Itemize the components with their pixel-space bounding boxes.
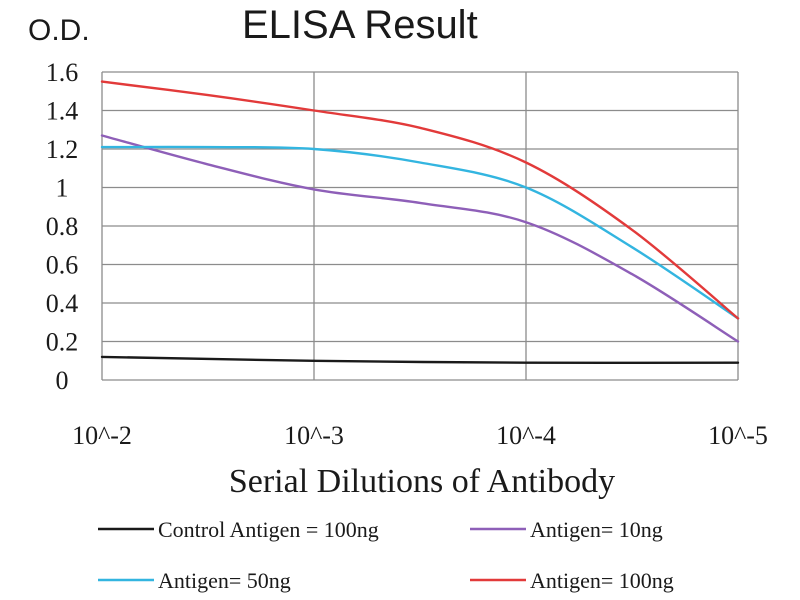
y-tick-label: 1.2: [46, 135, 79, 164]
series-line-2: [100, 145, 740, 320]
legend-label-1: Antigen= 10ng: [530, 517, 663, 542]
series-line-0: [100, 355, 740, 365]
y-tick-labels: 0 0.2 0.4 0.6 0.8 1 1.2 1.4 1.6: [46, 58, 79, 395]
y-tick-label: 0.6: [46, 251, 79, 280]
y-tick-label: 1.4: [46, 97, 79, 126]
legend-label-0: Control Antigen = 100ng: [158, 517, 379, 542]
y-tick-label: 0.4: [46, 289, 79, 318]
series-lines: [100, 80, 740, 365]
legend: Control Antigen = 100ng Antigen= 10ng Anti…: [98, 517, 674, 593]
x-tick-label: 10^-5: [708, 421, 768, 450]
x-tick-label: 10^-2: [72, 421, 132, 450]
y-tick-label: 0.8: [46, 212, 79, 241]
series-line-3: [100, 80, 740, 320]
y-tick-label: 0.2: [46, 328, 79, 357]
y-tick-label: 0: [56, 366, 69, 395]
legend-label-2: Antigen= 50ng: [158, 568, 291, 593]
series-line-1: [100, 134, 740, 343]
y-tick-label: 1: [56, 174, 69, 203]
x-axis-label: Serial Dilutions of Antibody: [229, 463, 615, 500]
grid: [101, 71, 739, 381]
y-axis-label: O.D.: [28, 14, 90, 47]
x-tick-label: 10^-4: [496, 421, 556, 450]
x-tick-labels: 10^-2 10^-3 10^-4 10^-5: [72, 421, 768, 450]
legend-label-3: Antigen= 100ng: [530, 568, 674, 593]
x-tick-label: 10^-3: [284, 421, 344, 450]
y-tick-label: 1.6: [46, 58, 79, 87]
chart-title: ELISA Result: [242, 3, 478, 47]
